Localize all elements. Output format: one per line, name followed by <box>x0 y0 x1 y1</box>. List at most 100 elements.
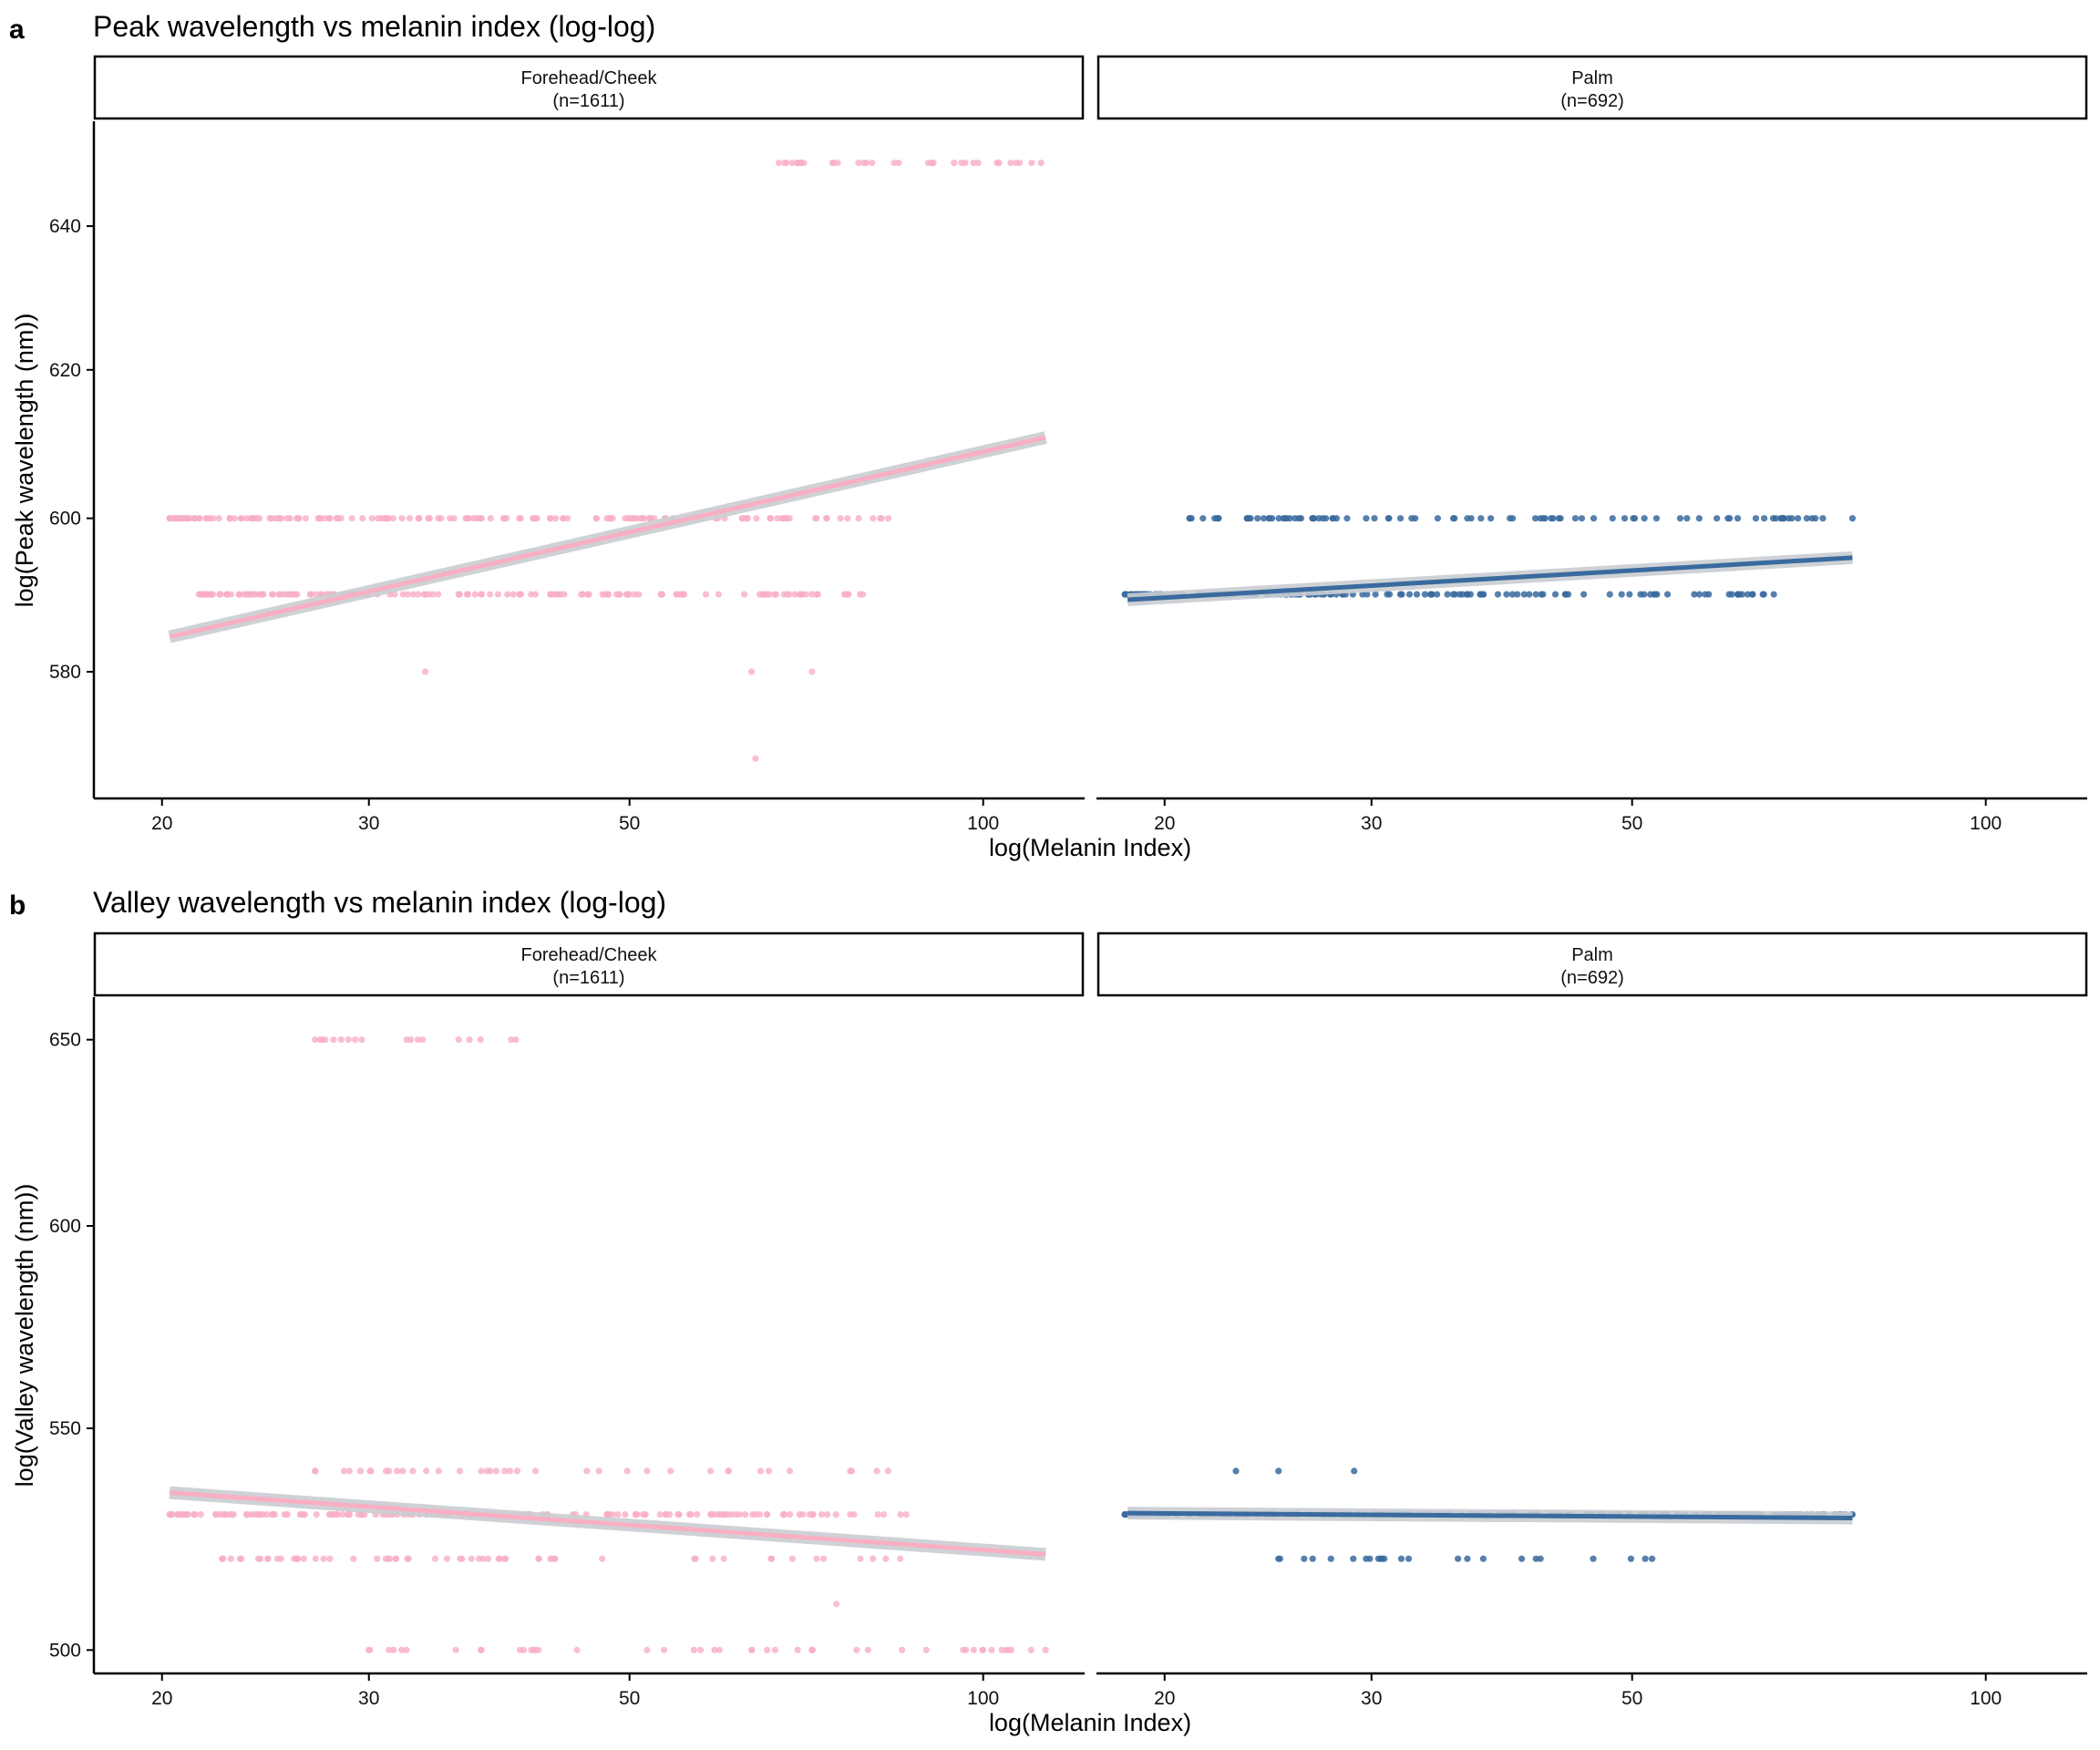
panel-b-left-point <box>873 1467 880 1475</box>
panel-a-left-point <box>241 591 248 598</box>
panel-a-left-point <box>951 160 958 167</box>
panel-a-right-point <box>1458 591 1466 598</box>
panel-b-left-point <box>466 1036 473 1044</box>
panel-b-left-x-tick-label: 20 <box>151 1688 172 1709</box>
panel-a-left-point <box>808 591 816 598</box>
panel-a-left-point <box>487 591 494 598</box>
panel-b-right-point <box>1397 1555 1405 1562</box>
panel-a-right-point <box>1245 515 1252 522</box>
panel-b-left-point <box>756 1511 764 1518</box>
panel-b-left-point <box>211 1511 220 1518</box>
panel-b-left-point <box>960 1646 967 1653</box>
panel-b-left-point <box>707 1511 715 1518</box>
panel-a-left-point <box>504 591 511 598</box>
panel-a-left-point <box>783 515 791 522</box>
panel-b-left-point <box>508 1036 515 1044</box>
panel-b-left-point <box>781 1511 788 1518</box>
panel-b-left-point <box>1027 1646 1035 1653</box>
panel-a-left-point <box>1016 160 1024 167</box>
panel-b-left-point <box>409 1467 417 1475</box>
panel-a-left-point <box>630 515 637 522</box>
panel-b-left-point <box>366 1646 374 1653</box>
panel-b-left-point <box>318 1036 326 1044</box>
panel-a-left-point <box>399 591 407 598</box>
panel-b-y-tick-label: 650 <box>49 1030 81 1051</box>
panel-a-left-point <box>415 515 422 522</box>
panel-a-right-point <box>1413 591 1421 598</box>
panel-a-right-x-tick-label: 50 <box>1621 813 1642 834</box>
panel-b-left-point <box>694 1511 701 1518</box>
panel-a-strip-left-label: Forehead/Cheek <box>521 68 658 88</box>
panel-a-right-point <box>1434 515 1441 522</box>
panel-a-left-point <box>747 668 756 675</box>
panel-b-left-point <box>573 1646 581 1653</box>
panel-a-left-point <box>476 515 483 522</box>
panel-b-left-point <box>403 1036 410 1044</box>
panel-a-left-point <box>924 160 932 167</box>
panel-b-left-point <box>350 1555 357 1562</box>
panel-a-left-point <box>808 668 816 675</box>
panel-a-left-point <box>741 591 748 598</box>
panel-a-right-point <box>1557 515 1564 522</box>
panel-a-left-point <box>283 591 291 598</box>
panel-b-left-point <box>988 1646 995 1653</box>
panel-a-right-point <box>1580 591 1588 598</box>
panel-a-right-point <box>1526 591 1533 598</box>
panel-a-left-point <box>767 515 775 522</box>
panel-b-left-point <box>312 1036 319 1044</box>
panel-a-letter: a <box>9 15 25 45</box>
panel-b-left-point <box>478 1467 485 1475</box>
panel-a-left-point <box>516 591 524 598</box>
panel-a-left-point <box>1037 160 1045 167</box>
panel-a-left-x-tick-label: 100 <box>967 813 999 834</box>
panel-a-right-x-tick-label: 20 <box>1154 813 1175 834</box>
panel-a-left-point <box>1007 160 1014 167</box>
panel-a-right-point <box>1412 515 1419 522</box>
panel-b-left-point <box>230 1511 237 1518</box>
panel-a-right-point <box>1714 515 1721 522</box>
panel-b-left-point <box>405 1555 412 1562</box>
panel-b-left-point <box>390 1646 397 1653</box>
panel-a-right-point <box>1695 515 1703 522</box>
panel-b-left-point <box>452 1646 459 1653</box>
panel-b-left-point <box>847 1511 854 1518</box>
panel-a-right-point <box>1464 591 1471 598</box>
panel-b-left-point <box>382 1467 390 1475</box>
panel-a-left-point <box>450 515 458 522</box>
panel-b-left-point <box>513 1467 521 1475</box>
panel-a-right-point <box>1488 515 1495 522</box>
panel-b-left-point <box>167 1511 174 1518</box>
panel-b-left-point <box>419 1036 427 1044</box>
panel-a-left-point <box>266 515 273 522</box>
panel-a-right-point <box>1744 591 1751 598</box>
panel-b-left-point <box>823 1511 831 1518</box>
panel-b-left-point <box>345 1036 352 1044</box>
panel-b-left-point <box>345 1467 353 1475</box>
panel-b-y-title: log(Valley wavelength (nm)) <box>11 1184 38 1488</box>
panel-b-left-point <box>344 1511 351 1518</box>
panel-b-left-point <box>531 1467 540 1475</box>
panel-a-right-point <box>1514 591 1521 598</box>
panel-a-right-point <box>1759 591 1766 598</box>
panel-a-left-point <box>510 591 517 598</box>
panel-a-left-point <box>676 591 684 598</box>
panel-a-left-point <box>326 515 334 522</box>
panel-b-strip-right-n: (n=692) <box>1560 968 1624 988</box>
panel-a-left-point <box>237 515 244 522</box>
panel-b-left-x-tick-label: 100 <box>967 1688 999 1709</box>
panel-a-left-x-tick-label: 20 <box>151 813 172 834</box>
panel-a-left-point <box>615 591 623 598</box>
panel-b-left-x-tick-label: 30 <box>358 1688 379 1709</box>
panel-a-right-point <box>1428 591 1436 598</box>
panel-b-left-point <box>794 1646 801 1653</box>
panel-a-right-point <box>1609 515 1616 522</box>
panel-a-left-point <box>190 515 198 522</box>
panel-a-left-point <box>884 515 892 522</box>
panel-a-right-point <box>1562 591 1570 598</box>
panel-b-left-point <box>330 1036 337 1044</box>
panel-b-left-point <box>247 1511 254 1518</box>
panel-b-left-point <box>614 1511 622 1518</box>
panel-a-left-point <box>421 668 429 675</box>
panel-a-y-title: log(Peak wavelength (nm)) <box>11 314 38 608</box>
